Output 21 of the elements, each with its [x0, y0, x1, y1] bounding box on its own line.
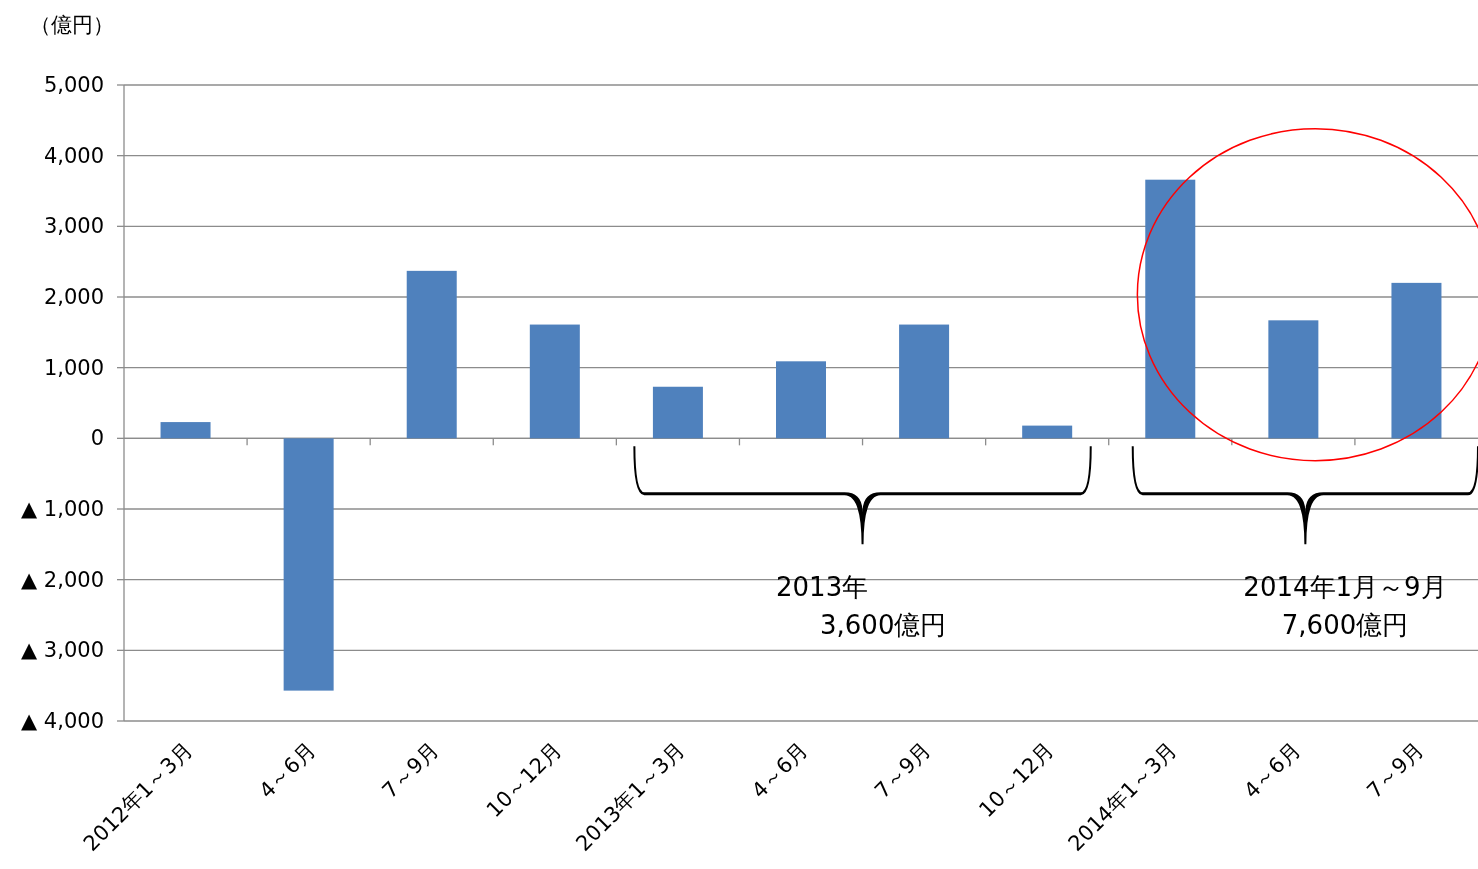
x-tick-label: 7～9月 [1362, 737, 1428, 804]
x-tick-label: 7～9月 [870, 737, 936, 804]
x-tick-label: 7～9月 [377, 737, 444, 804]
y-tick-label: ▲ 4,000 [21, 709, 104, 733]
x-tick-label: 4～6月 [746, 737, 813, 804]
annotation: 2013年 3,600億円 [776, 572, 947, 640]
y-tick-label: 4,000 [43, 143, 104, 168]
y-tick-label: ▲ 1,000 [21, 497, 104, 521]
x-tick-label: 4～6月 [1239, 737, 1305, 804]
y-tick-label: 5,000 [43, 73, 104, 97]
y-tick-label: 1,000 [43, 355, 104, 380]
y-tick-label: ▲ 2,000 [21, 567, 104, 592]
y-tick-label: ▲ 3,000 [21, 638, 104, 663]
annotation: 2014年1月～9月 7,600億円 [1243, 572, 1447, 640]
y-tick-label: 0 [90, 426, 104, 451]
x-tick-label: 4～6月 [254, 737, 321, 804]
x-tick-label: 10～12月 [481, 737, 567, 823]
y-tick-label: 3,000 [43, 214, 104, 239]
y-axis-title: （億円） [30, 13, 114, 37]
y-tick-label: 2,000 [43, 285, 104, 309]
x-tick-label: 10～12月 [974, 737, 1059, 823]
